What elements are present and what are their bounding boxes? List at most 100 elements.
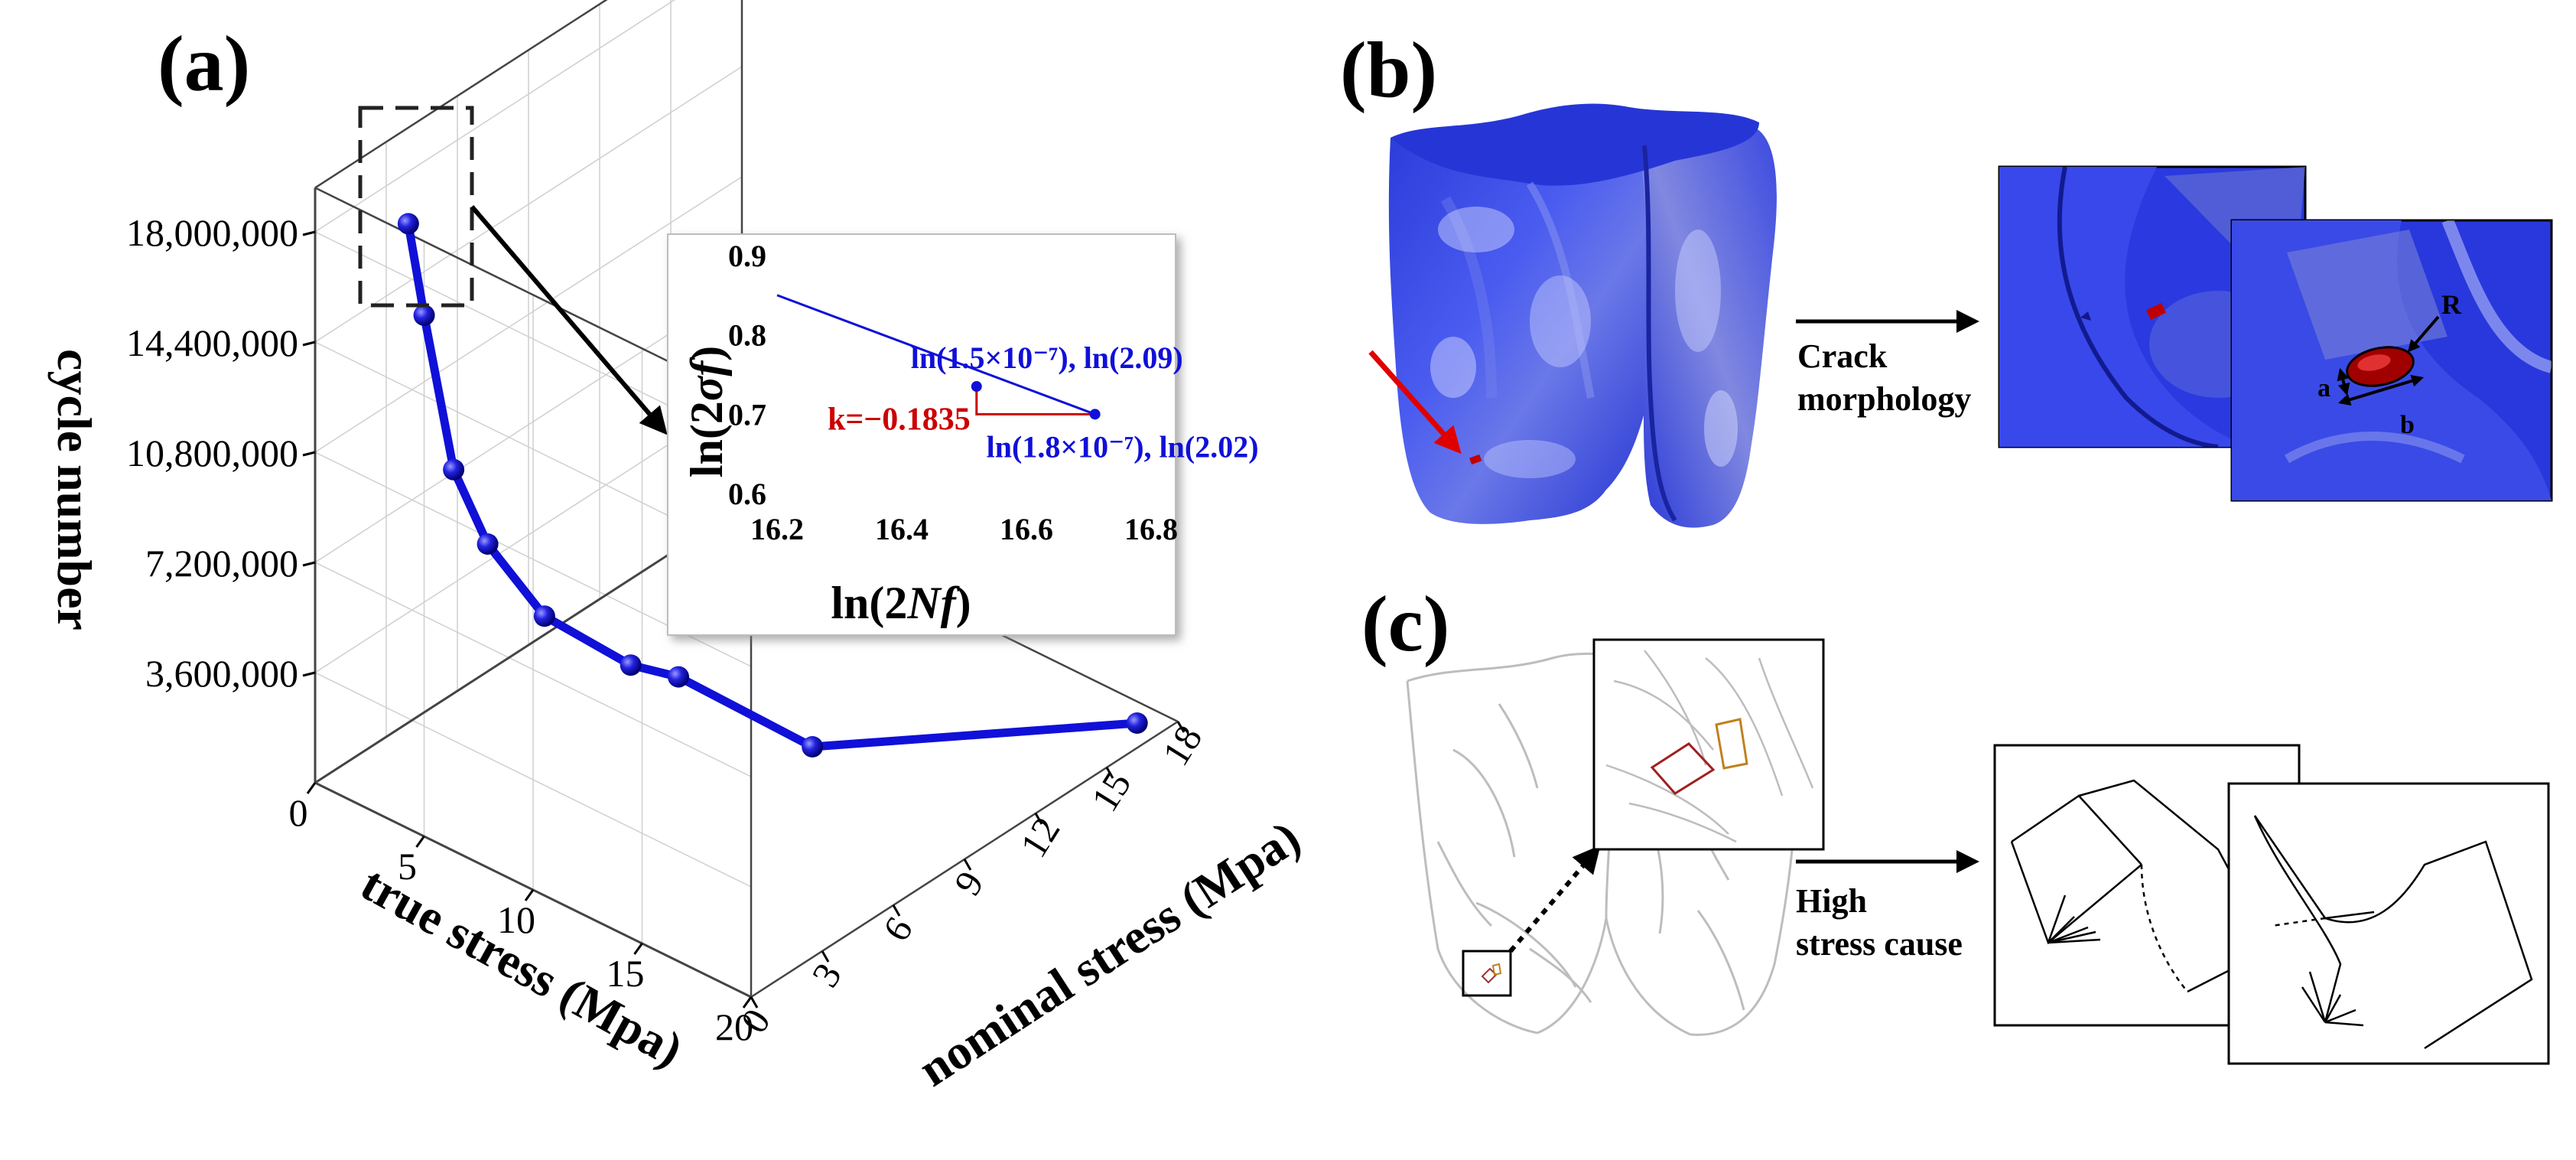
y-tick-mark bbox=[750, 996, 759, 1008]
inset-y-tick-label: 0.7 bbox=[728, 397, 766, 432]
inset-y-tick-label: 0.8 bbox=[728, 318, 766, 353]
z-tick-label: 7,200,000 bbox=[145, 542, 298, 585]
inset-y-tick-label: 0.9 bbox=[728, 239, 766, 273]
inset-x-tick-label: 16.4 bbox=[875, 512, 929, 546]
y-tick-label: 6 bbox=[874, 910, 921, 949]
inset-panel bbox=[667, 233, 1176, 636]
z-tick-mark bbox=[302, 451, 316, 457]
stress-label-line1: High bbox=[1796, 882, 1867, 920]
mesh-top-rim bbox=[1390, 103, 1759, 186]
x-tick-label: 5 bbox=[398, 845, 417, 888]
inset-slope-triangle bbox=[975, 386, 1095, 415]
x-axis-ticks: 0 5 10 15 20 bbox=[289, 782, 753, 1048]
x-tick-mark bbox=[524, 889, 535, 901]
data-point bbox=[397, 213, 419, 235]
z-tick-label: 10,800,000 bbox=[126, 432, 298, 474]
y-tick-label: 18 bbox=[1154, 718, 1211, 773]
data-point bbox=[1126, 712, 1148, 734]
panel-label-b: (b) bbox=[1340, 26, 1437, 114]
z-tick-label: 14,400,000 bbox=[126, 321, 298, 364]
z-tick-label: 18,000,000 bbox=[126, 211, 298, 254]
data-point bbox=[668, 666, 689, 688]
panel-a: (a) 3,600,000 7,200,000 10,800,000 14,400,0… bbox=[47, 0, 1309, 1096]
y-tick-mark bbox=[892, 904, 901, 917]
inset-fit-line bbox=[776, 294, 1096, 415]
z-axis-ticks: 3,600,000 7,200,000 10,800,000 14,400,000 18… bbox=[126, 211, 316, 695]
inset-x-tick-label: 16.2 bbox=[750, 512, 804, 546]
locator-box bbox=[1462, 950, 1512, 997]
y-tick-mark bbox=[1176, 721, 1186, 733]
x-tick-label: 15 bbox=[607, 952, 645, 995]
y-tick-label: 15 bbox=[1083, 764, 1140, 819]
inset-slope-label: k=−0.1835 bbox=[828, 402, 971, 437]
stress-label-line2: stress cause bbox=[1796, 925, 1963, 963]
z-axis-label: cycle number bbox=[47, 349, 102, 631]
x-tick-label: 20 bbox=[715, 1005, 753, 1048]
data-point bbox=[443, 458, 465, 481]
mesh-seam bbox=[1642, 145, 1677, 522]
data-point bbox=[802, 736, 824, 758]
stress-element-red bbox=[1650, 742, 1716, 795]
mesh-left-leaflet bbox=[1388, 114, 1670, 524]
crack-pointer-arrow bbox=[1368, 350, 1462, 455]
crack-marker bbox=[1469, 454, 1482, 465]
data-point bbox=[533, 605, 555, 627]
x-tick-mark bbox=[742, 996, 753, 1008]
dim-r-label: R bbox=[2441, 289, 2462, 320]
y-tick-mark bbox=[963, 859, 972, 871]
z-tick-mark bbox=[302, 341, 316, 347]
panel-c: (c) bbox=[1361, 580, 2550, 1065]
mesh-highlights bbox=[1430, 207, 1738, 478]
x-tick-label: 0 bbox=[289, 791, 308, 834]
z-tick-mark bbox=[302, 230, 316, 236]
series-fatigue-life bbox=[397, 213, 1148, 758]
panel-label-c: (c) bbox=[1361, 580, 1449, 668]
inset-point-label-1: ln(1.5×10⁻⁷), ln(2.09) bbox=[911, 341, 1183, 375]
z-tick-label: 3,600,000 bbox=[145, 652, 298, 695]
heart-valve-mesh bbox=[1368, 103, 1777, 528]
x-tick-label: 10 bbox=[497, 898, 535, 941]
mesh-right-leaflet bbox=[1637, 115, 1777, 528]
dim-a-label: a bbox=[2317, 374, 2330, 402]
panel-b: (b) Crack morphology bbox=[1340, 26, 2553, 528]
panel-label-a: (a) bbox=[158, 20, 250, 108]
dim-a-arrow bbox=[2337, 367, 2350, 396]
stress-element-orange bbox=[1715, 718, 1748, 770]
y-tick-mark bbox=[1105, 767, 1114, 779]
x-tick-mark bbox=[306, 782, 317, 794]
stress-zoom-1 bbox=[1592, 638, 1825, 851]
z-tick-mark bbox=[302, 671, 316, 677]
inset-point-label-2: ln(1.8×10⁻⁷), ln(2.02) bbox=[987, 429, 1259, 464]
x-tick-mark bbox=[415, 836, 425, 848]
y-tick-label: 9 bbox=[945, 864, 992, 903]
y-tick-mark bbox=[1034, 813, 1043, 825]
inset-point bbox=[1089, 409, 1101, 420]
zoom-arrow bbox=[470, 205, 668, 435]
top-edge-back bbox=[314, 0, 608, 189]
y-axis-label: nominal stress (Mpa) bbox=[909, 810, 1309, 1097]
inset-chart: 0.6 0.7 0.8 0.9 16.2 16.4 16.6 16.8 ln(1.5×10⁻⁷)… bbox=[667, 233, 1259, 636]
inset-y-label: ln(2σf) bbox=[681, 346, 732, 477]
locator-dotted-arrow bbox=[1508, 845, 1601, 953]
inset-point bbox=[971, 381, 982, 393]
stress-element-view-2 bbox=[2227, 782, 2550, 1065]
highlight-dashed-box bbox=[358, 106, 474, 308]
crack-label-line2: morphology bbox=[1797, 380, 1971, 418]
dim-b-arrow bbox=[2337, 375, 2425, 406]
dim-b-label: b bbox=[2400, 411, 2415, 439]
inset-plot: 0.6 0.7 0.8 0.9 16.2 16.4 16.6 16.8 ln(1.5×10⁻⁷)… bbox=[728, 239, 1259, 546]
inset-x-tick-label: 16.8 bbox=[1124, 512, 1178, 546]
data-point bbox=[620, 654, 642, 676]
crack-label-line1: Crack bbox=[1797, 337, 1888, 375]
z-tick-mark bbox=[302, 561, 316, 567]
inset-x-tick-label: 16.6 bbox=[1000, 512, 1053, 546]
dim-r-arrow bbox=[2407, 315, 2440, 353]
crack-zoom-2: a b R bbox=[2230, 219, 2553, 502]
inset-y-tick-label: 0.6 bbox=[728, 477, 766, 511]
x-tick-mark bbox=[633, 943, 643, 955]
data-point bbox=[476, 533, 499, 555]
inset-x-label: ln(2Nf) bbox=[831, 578, 971, 628]
